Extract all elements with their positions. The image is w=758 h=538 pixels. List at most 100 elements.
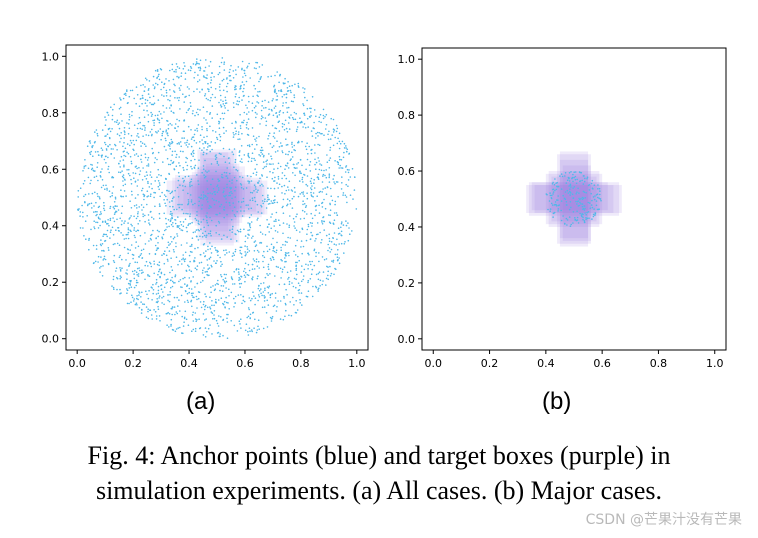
anchor-point: [115, 210, 117, 213]
anchor-point: [248, 156, 250, 159]
anchor-point: [170, 223, 173, 226]
anchor-point: [200, 221, 202, 223]
anchor-point: [255, 261, 258, 263]
anchor-point: [94, 191, 96, 194]
anchor-point: [171, 63, 174, 66]
anchor-point: [173, 168, 176, 171]
anchor-point: [128, 127, 131, 130]
anchor-point: [324, 116, 326, 118]
anchor-point: [315, 161, 318, 164]
anchor-point: [126, 122, 128, 124]
y-tick-label: 0.0: [398, 333, 416, 346]
anchor-point: [206, 264, 209, 266]
anchor-point: [258, 154, 260, 156]
anchor-point: [313, 179, 316, 181]
anchor-point: [152, 95, 155, 98]
anchor-point: [109, 130, 112, 133]
anchor-point: [168, 225, 170, 228]
anchor-point: [590, 192, 592, 195]
anchor-point: [302, 245, 305, 248]
anchor-point: [309, 111, 312, 113]
anchor-point: [223, 63, 225, 65]
anchor-point: [309, 116, 311, 118]
anchor-point: [219, 94, 222, 97]
anchor-point: [572, 187, 574, 189]
anchor-point: [274, 292, 277, 295]
anchor-point: [178, 67, 181, 69]
anchor-point: [158, 174, 160, 176]
anchor-point: [285, 288, 287, 291]
anchor-point: [144, 102, 147, 104]
anchor-point: [217, 189, 220, 191]
anchor-point: [233, 306, 235, 308]
anchor-point: [168, 250, 171, 252]
anchor-point: [216, 332, 219, 334]
anchor-point: [281, 96, 284, 98]
anchor-point: [316, 176, 319, 179]
anchor-point: [226, 252, 228, 254]
anchor-point: [227, 109, 229, 112]
anchor-point: [328, 181, 331, 183]
anchor-point: [126, 90, 128, 92]
anchor-point: [344, 171, 347, 173]
anchor-point: [225, 301, 228, 304]
anchor-point: [139, 220, 141, 222]
anchor-point: [308, 145, 311, 148]
anchor-point: [256, 277, 259, 280]
anchor-point: [215, 199, 218, 202]
anchor-point: [313, 248, 316, 251]
anchor-point: [340, 167, 342, 169]
anchor-point: [328, 247, 331, 249]
anchor-point: [310, 187, 312, 189]
anchor-point: [82, 182, 85, 185]
anchor-point: [301, 228, 304, 231]
anchor-point: [209, 113, 211, 115]
anchor-point: [576, 219, 579, 221]
anchor-point: [293, 304, 295, 306]
anchor-point: [214, 247, 216, 249]
anchor-point: [114, 198, 117, 200]
anchor-point: [276, 115, 279, 117]
anchor-point: [136, 274, 138, 276]
anchor-point: [348, 227, 350, 229]
anchor-point: [263, 256, 266, 259]
anchor-point: [168, 313, 171, 315]
anchor-point: [220, 238, 223, 240]
anchor-point: [252, 311, 255, 314]
anchor-point: [187, 324, 190, 327]
anchor-point: [259, 184, 262, 187]
anchor-point: [153, 122, 155, 124]
anchor-point: [181, 332, 183, 334]
anchor-point: [184, 283, 186, 285]
anchor-point: [278, 219, 280, 221]
anchor-point: [207, 245, 209, 248]
anchor-point: [557, 208, 560, 210]
anchor-point: [597, 184, 599, 186]
anchor-point: [299, 302, 302, 304]
anchor-point: [244, 251, 246, 253]
anchor-point: [152, 103, 155, 106]
anchor-point: [293, 144, 296, 147]
anchor-point: [122, 97, 125, 100]
anchor-point: [336, 127, 339, 130]
anchor-point: [327, 133, 329, 136]
anchor-point: [234, 248, 237, 251]
anchor-point: [151, 147, 153, 150]
anchor-point: [318, 160, 320, 162]
anchor-point: [165, 195, 167, 198]
anchor-point: [285, 189, 288, 192]
anchor-point: [239, 323, 241, 325]
anchor-point: [303, 114, 306, 116]
anchor-point: [250, 160, 253, 162]
anchor-point: [586, 211, 588, 214]
anchor-point: [580, 203, 582, 205]
anchor-point: [149, 102, 151, 104]
anchor-point: [299, 122, 301, 124]
anchor-point: [282, 102, 285, 104]
anchor-point: [272, 249, 274, 252]
anchor-point: [150, 234, 152, 237]
anchor-point: [196, 174, 198, 176]
anchor-point: [203, 267, 205, 269]
anchor-point: [192, 149, 195, 152]
anchor-point: [185, 111, 188, 114]
